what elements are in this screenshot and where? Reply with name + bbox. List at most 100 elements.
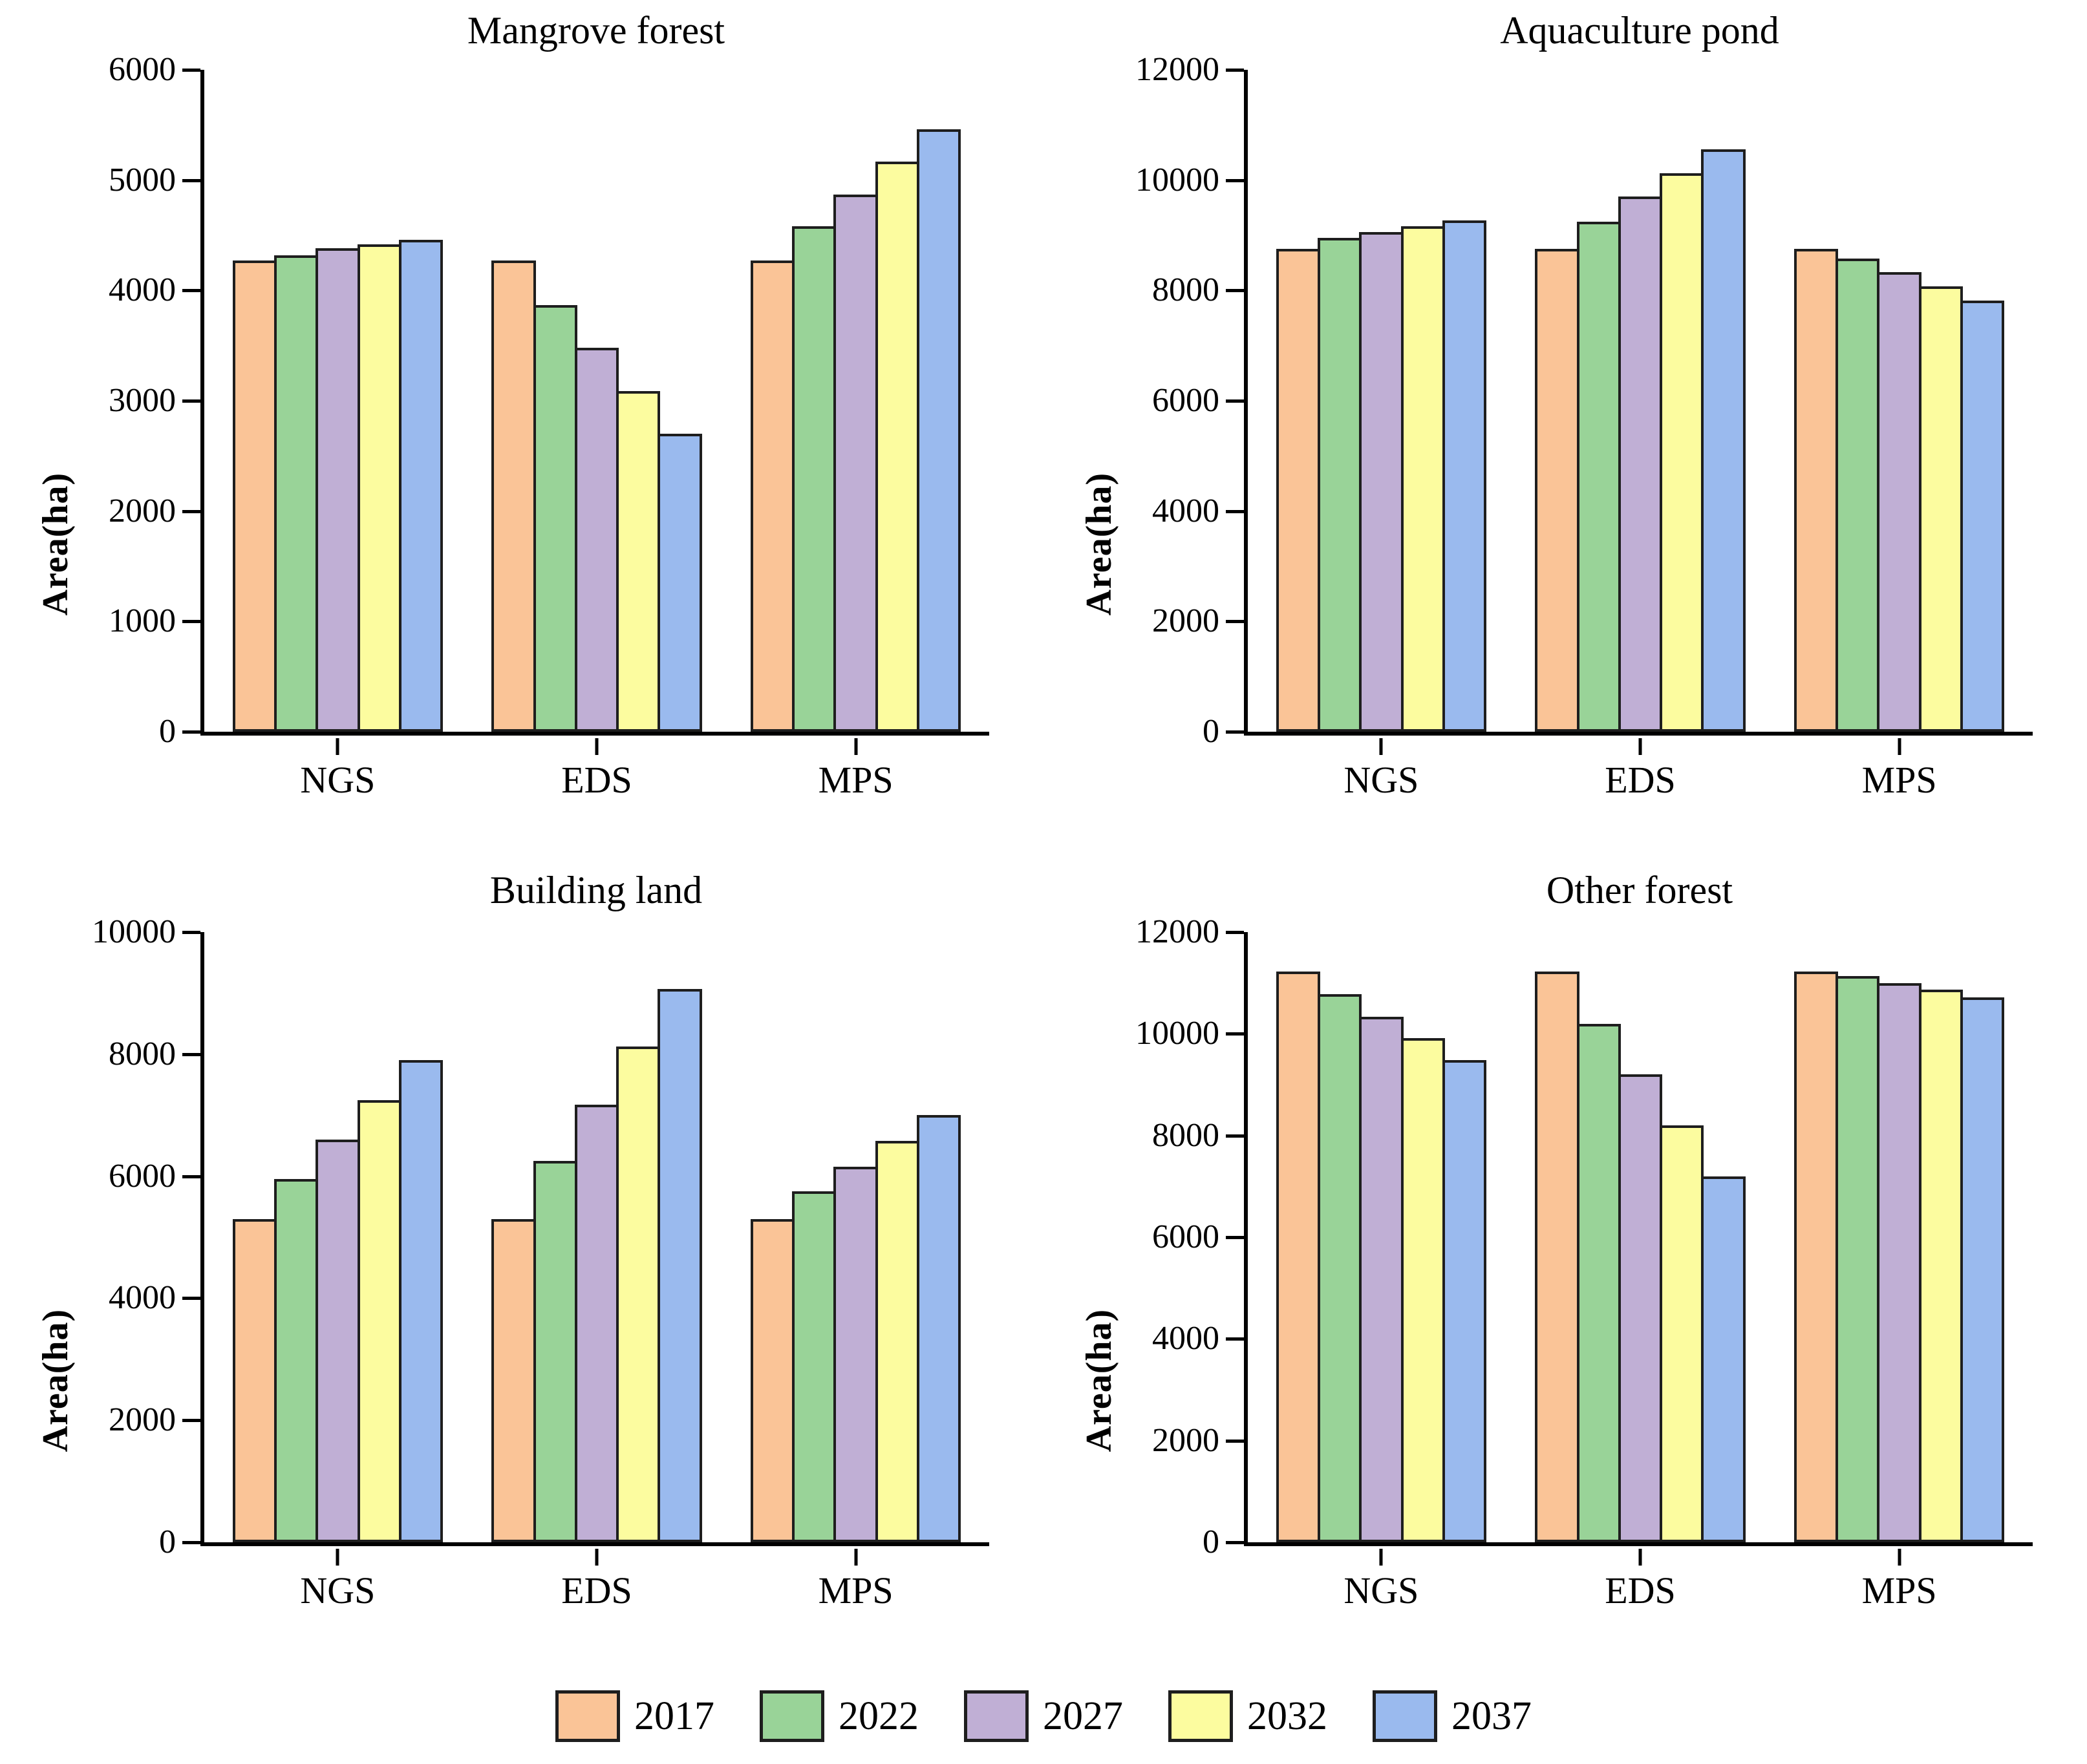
- legend-label: 2032: [1247, 1694, 1327, 1738]
- y-tick-mark: [1226, 178, 1244, 182]
- y-tick-label: 8000: [1152, 271, 1219, 309]
- y-tick-mark: [182, 1541, 200, 1544]
- y-tick-label: 3000: [109, 382, 176, 419]
- y-tick-mark: [1226, 1236, 1244, 1239]
- charts-grid: Mangrove forest Area(ha) 0 1000 2000 3000 40…: [0, 0, 2033, 1611]
- bar-eds-2017: [1535, 972, 1579, 1542]
- legend-swatch-2032: [1168, 1690, 1233, 1742]
- bar-eds-2032: [616, 1047, 661, 1542]
- x-tick-label-mps: MPS: [1861, 759, 1937, 801]
- bar-group-mps: [1793, 70, 2005, 732]
- y-tick-label: 4000: [1152, 492, 1219, 529]
- bar-group-ngs: [232, 70, 444, 732]
- bar-mps-2022: [792, 226, 837, 732]
- bar-ngs-2037: [1442, 220, 1487, 732]
- legend-label: 2017: [634, 1694, 714, 1738]
- bar-mps-2017: [750, 260, 795, 732]
- y-tick-mark: [182, 1297, 200, 1301]
- y-tick-mark: [182, 1174, 200, 1178]
- y-tick-mark: [182, 620, 200, 624]
- bar-eds-2027: [574, 1105, 619, 1542]
- legend-label: 2022: [839, 1694, 919, 1738]
- x-tick-mark: [595, 738, 599, 755]
- x-tick-label-eds: EDS: [561, 1569, 632, 1611]
- y-tick-label: 5000: [109, 161, 176, 198]
- y-tick-label: 0: [1203, 1524, 1219, 1560]
- bar-mps-2027: [833, 194, 878, 732]
- bar-group-eds: [1535, 932, 1746, 1542]
- legend-item-2027: 2027: [964, 1690, 1123, 1742]
- bar-eds-2017: [1535, 249, 1579, 732]
- bar-ngs-2017: [1276, 972, 1320, 1542]
- bar-mps-2037: [1960, 997, 2005, 1542]
- y-tick-label: 4000: [1152, 1320, 1219, 1357]
- plot-area: Area(ha) 0 2000 4000 6000 8000 10000 NGS EDS MPS: [36, 915, 989, 1610]
- bar-mps-2037: [917, 1115, 961, 1542]
- y-tick-mark: [1226, 399, 1244, 403]
- y-tick-label: 10000: [1135, 1015, 1219, 1052]
- chart-mangrove-forest: Mangrove forest Area(ha) 0 1000 2000 3000 40…: [0, 0, 1044, 860]
- bar-group-eds: [491, 932, 702, 1542]
- y-tick-label: 2000: [1152, 1421, 1219, 1459]
- chart-title: Aquaculture pond: [1500, 9, 1779, 52]
- bar-eds-2022: [1576, 1023, 1621, 1542]
- bar-mps-2022: [792, 1191, 837, 1542]
- y-tick-label: 1000: [109, 602, 176, 640]
- bar-eds-2017: [491, 260, 536, 732]
- bar-ngs-2027: [1359, 231, 1404, 732]
- x-tick-label-mps: MPS: [1861, 1569, 1937, 1611]
- x-tick-label-mps: MPS: [818, 1569, 894, 1611]
- y-axis-label: Area(ha): [1079, 472, 1119, 616]
- x-tick-label-ngs: NGS: [300, 1569, 376, 1611]
- y-tick-label: 4000: [109, 271, 176, 309]
- bar-group-mps: [750, 932, 961, 1542]
- bar-mps-2032: [875, 161, 919, 732]
- bar-eds-2022: [1576, 221, 1621, 732]
- bar-mps-2022: [1835, 258, 1880, 732]
- x-tick-mark: [1638, 1549, 1642, 1566]
- x-tick-mark: [1379, 1549, 1383, 1566]
- y-tick-label: 10000: [92, 913, 176, 950]
- bar-ngs-2027: [1359, 1017, 1404, 1542]
- x-tick-mark: [1638, 738, 1642, 755]
- bar-ngs-2027: [316, 1139, 360, 1542]
- y-tick-mark: [1226, 1439, 1244, 1443]
- legend-item-2022: 2022: [760, 1690, 919, 1742]
- y-tick-mark: [182, 289, 200, 293]
- bar-eds-2027: [574, 348, 619, 732]
- x-tick-mark: [1379, 738, 1383, 755]
- bar-group-mps: [750, 70, 961, 732]
- bar-group-ngs: [1276, 932, 1487, 1542]
- bar-group-eds: [491, 70, 702, 732]
- y-tick-label: 8000: [109, 1035, 176, 1072]
- bar-group-eds: [1535, 70, 1746, 732]
- x-tick-mark: [595, 1549, 599, 1566]
- y-tick-mark: [1226, 69, 1244, 72]
- y-tick-label: 8000: [1152, 1116, 1219, 1154]
- x-tick-mark: [1898, 738, 1901, 755]
- y-tick-mark: [182, 399, 200, 403]
- bar-mps-2037: [1960, 300, 2005, 732]
- bar-ngs-2017: [1276, 249, 1320, 732]
- y-tick-mark: [1226, 1032, 1244, 1036]
- y-tick-mark: [1226, 620, 1244, 624]
- bar-group-ngs: [232, 932, 444, 1542]
- y-tick-label: 0: [159, 713, 176, 750]
- bar-ngs-2017: [232, 1218, 277, 1542]
- y-tick-label: 2000: [109, 492, 176, 529]
- bar-ngs-2017: [232, 260, 277, 732]
- legend-item-2032: 2032: [1168, 1690, 1327, 1742]
- bar-ngs-2032: [357, 244, 401, 732]
- y-tick-mark: [182, 1419, 200, 1423]
- y-tick-mark: [182, 178, 200, 182]
- y-tick-mark: [1226, 730, 1244, 734]
- legend: 2017 2022 2027 2032 2037: [0, 1668, 2087, 1764]
- bar-eds-2032: [1660, 1125, 1704, 1542]
- legend-item-2037: 2037: [1373, 1690, 1532, 1742]
- bar-mps-2032: [1918, 286, 1963, 732]
- y-tick-mark: [182, 730, 200, 734]
- bar-eds-2022: [533, 1161, 577, 1542]
- bar-ngs-2022: [273, 255, 319, 732]
- y-tick-label: 2000: [109, 1401, 176, 1439]
